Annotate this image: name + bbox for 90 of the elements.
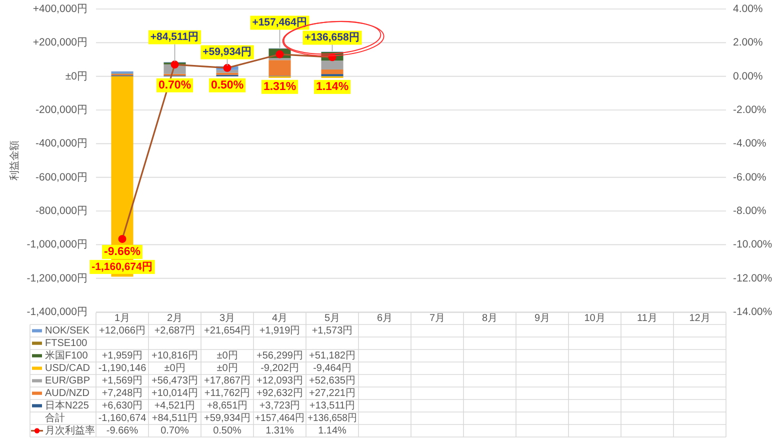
x-tick-label: 6月 bbox=[376, 313, 393, 324]
x-tick-label: 11月 bbox=[637, 313, 658, 324]
data-label: +4,521円 bbox=[154, 400, 196, 412]
point bbox=[223, 64, 232, 72]
data-label: +11,762円 bbox=[204, 388, 250, 399]
data-label: +92,632円 bbox=[256, 388, 303, 399]
x-tick-label: 2月 bbox=[166, 313, 183, 324]
data-label: +21,654円 bbox=[204, 325, 250, 336]
legend-label: AUD/NZD bbox=[45, 388, 90, 399]
data-label: +6,630円 bbox=[102, 400, 143, 412]
data-label: +3,723円 bbox=[259, 400, 300, 412]
x-tick-label: 1月 bbox=[114, 313, 130, 324]
y-tick-label: +400,000円 bbox=[32, 3, 88, 15]
y-tick-label: -400,000円 bbox=[36, 138, 88, 150]
bar bbox=[321, 60, 344, 70]
y2-tick-label: -6.00% bbox=[733, 171, 766, 184]
text: 0.70% bbox=[158, 79, 192, 92]
data-label: -9,202円 bbox=[260, 362, 299, 374]
y2-tick-label: -14.00% bbox=[733, 306, 772, 318]
y-tick-label: -800,000円 bbox=[36, 205, 88, 217]
data-label: +52,635円 bbox=[309, 375, 356, 386]
y-tick-label: -1,400,000円 bbox=[26, 306, 88, 318]
y2-tick-label: -2.00% bbox=[733, 104, 766, 116]
data-label: +1,569円 bbox=[102, 375, 143, 386]
data-label: +56,299円 bbox=[256, 350, 303, 362]
text: 1.31% bbox=[263, 80, 296, 93]
x-tick-label: 4月 bbox=[272, 313, 288, 324]
x-tick-label: 8月 bbox=[482, 313, 498, 324]
legend-label: 米国F100 bbox=[45, 349, 88, 362]
x-tick-label: 7月 bbox=[429, 313, 446, 324]
data-label: -9,464円 bbox=[313, 362, 352, 374]
y-tick-label: ±0円 bbox=[65, 70, 88, 82]
x-tick-label: 5月 bbox=[324, 313, 340, 324]
data-label: -9.66% bbox=[106, 425, 138, 436]
data-label: +1,919円 bbox=[259, 325, 300, 336]
data-label: -1,190,146 bbox=[98, 362, 147, 374]
data-label: 0.70% bbox=[160, 425, 190, 436]
bar bbox=[268, 60, 291, 76]
data-label: +1,573円 bbox=[312, 325, 353, 336]
point bbox=[118, 234, 126, 243]
data-label: +27,221円 bbox=[309, 388, 356, 399]
legend-label: 月次利益率 bbox=[45, 424, 95, 436]
data-label: +2,687円 bbox=[154, 325, 196, 336]
y2-tick-label: -10.00% bbox=[733, 238, 772, 251]
data-label: 1.31% bbox=[266, 425, 294, 436]
y-axis-title: 利益金額 bbox=[8, 140, 20, 180]
data-label: ±0円 bbox=[216, 350, 238, 362]
total-label: -1,160,674円 bbox=[92, 260, 153, 273]
data-label: 1.14% bbox=[318, 425, 347, 436]
y2-tick-label: -8.00% bbox=[733, 205, 766, 217]
data-label: +10,816円 bbox=[152, 350, 198, 362]
data-label: +13,511円 bbox=[309, 400, 356, 412]
y2-tick-label: 2.00% bbox=[733, 36, 763, 49]
legend-label: FTSE100 bbox=[45, 338, 88, 349]
total-label: +84,511円 bbox=[150, 31, 200, 44]
bar bbox=[321, 69, 344, 74]
legend-label: 日本N225 bbox=[45, 399, 90, 412]
data-label: ±0円 bbox=[216, 362, 238, 374]
text: 1.14% bbox=[316, 80, 349, 93]
text: -9.66% bbox=[104, 246, 140, 258]
text: 0.50% bbox=[210, 79, 244, 92]
y2-tick-label: 4.00% bbox=[733, 3, 763, 15]
y2-tick-label: 0.00% bbox=[733, 70, 763, 82]
y-tick-label: -200,000円 bbox=[36, 104, 88, 116]
data-label: ±0円 bbox=[164, 362, 186, 374]
total-label: +136,658円 bbox=[304, 32, 360, 44]
y-tick-label: +200,000円 bbox=[32, 36, 88, 49]
y-tick-label: -1,000,000円 bbox=[26, 238, 88, 251]
x-tick-label: 9月 bbox=[534, 313, 550, 324]
data-label: +10,014円 bbox=[152, 388, 198, 399]
legend-label: EUR/GBP bbox=[45, 375, 90, 386]
legend-label: USD/CAD bbox=[45, 362, 90, 374]
y2-tick-label: -4.00% bbox=[733, 138, 766, 150]
x-tick-label: 3月 bbox=[219, 313, 236, 324]
data-label: +12,066円 bbox=[99, 325, 146, 336]
y-tick-label: -600,000円 bbox=[36, 171, 88, 184]
data-label: +7,248円 bbox=[102, 388, 143, 399]
legend-label: NOK/SEK bbox=[45, 325, 90, 336]
data-label: +12,093円 bbox=[256, 375, 303, 386]
data-label: 0.50% bbox=[213, 425, 242, 436]
x-tick-label: 12月 bbox=[689, 313, 710, 324]
data-label: +1,959円 bbox=[102, 350, 143, 362]
x-tick-label: 10月 bbox=[584, 313, 606, 324]
y-tick-label: -1,200,000円 bbox=[26, 272, 88, 284]
data-label: +8,651円 bbox=[206, 400, 248, 412]
data-label: +56,473円 bbox=[152, 375, 198, 386]
total-label: +59,934円 bbox=[202, 46, 252, 58]
data-label: +51,182円 bbox=[309, 350, 356, 362]
data-label: +17,867円 bbox=[204, 375, 250, 386]
y2-tick-label: -12.00% bbox=[733, 272, 772, 284]
